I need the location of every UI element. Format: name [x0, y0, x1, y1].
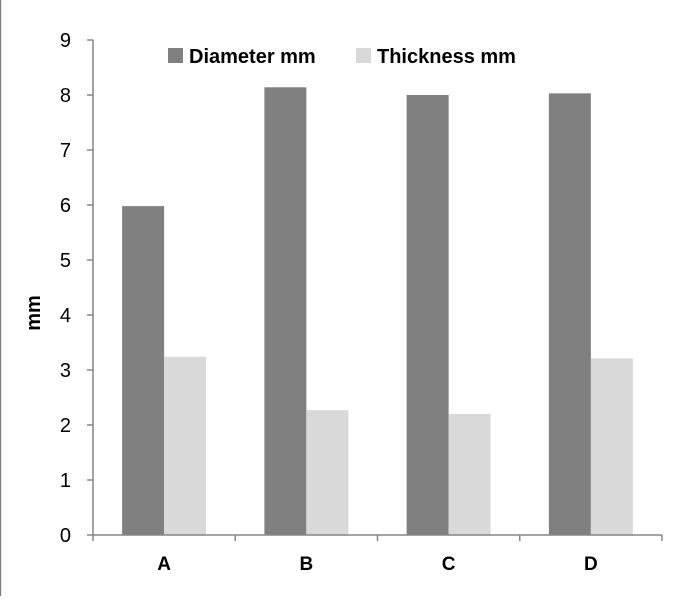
y-tick-label: 4 [60, 305, 71, 327]
bar-thickness-b [306, 410, 349, 535]
y-tick-label: 5 [60, 250, 71, 272]
y-tick-label: 9 [60, 30, 71, 52]
x-category-labels: A B C D [92, 535, 663, 575]
bar-diameter-d [548, 93, 591, 535]
x-category-label: C [442, 554, 456, 575]
legend: Diameter mm Thickness mm [168, 46, 516, 68]
y-ticks: 0 1 2 3 4 5 6 7 8 9 [60, 30, 93, 547]
y-tick-label: 0 [60, 525, 71, 547]
bars-layer [122, 87, 633, 536]
y-tick-label: 7 [60, 140, 71, 162]
y-tick-label: 1 [60, 470, 71, 492]
y-tick-label: 6 [60, 195, 71, 217]
x-category-label: A [157, 554, 171, 575]
x-category-label: D [584, 554, 598, 575]
y-tick-label: 3 [60, 360, 71, 382]
legend-swatch [356, 48, 371, 63]
y-axis-title: mm [23, 295, 45, 331]
bar-thickness-a [164, 356, 207, 535]
x-category-label: B [300, 554, 314, 575]
legend-label: Thickness mm [377, 46, 516, 68]
bar-diameter-c [406, 95, 449, 535]
legend-label: Diameter mm [189, 46, 316, 68]
bar-thickness-c [448, 414, 491, 535]
bar-diameter-a [122, 206, 165, 535]
chart-border-left [0, 0, 2, 596]
bar-diameter-b [264, 87, 307, 536]
bar-thickness-d [590, 358, 633, 535]
y-tick-label: 8 [60, 85, 71, 107]
legend-swatch [168, 48, 183, 63]
y-tick-label: 2 [60, 415, 71, 437]
